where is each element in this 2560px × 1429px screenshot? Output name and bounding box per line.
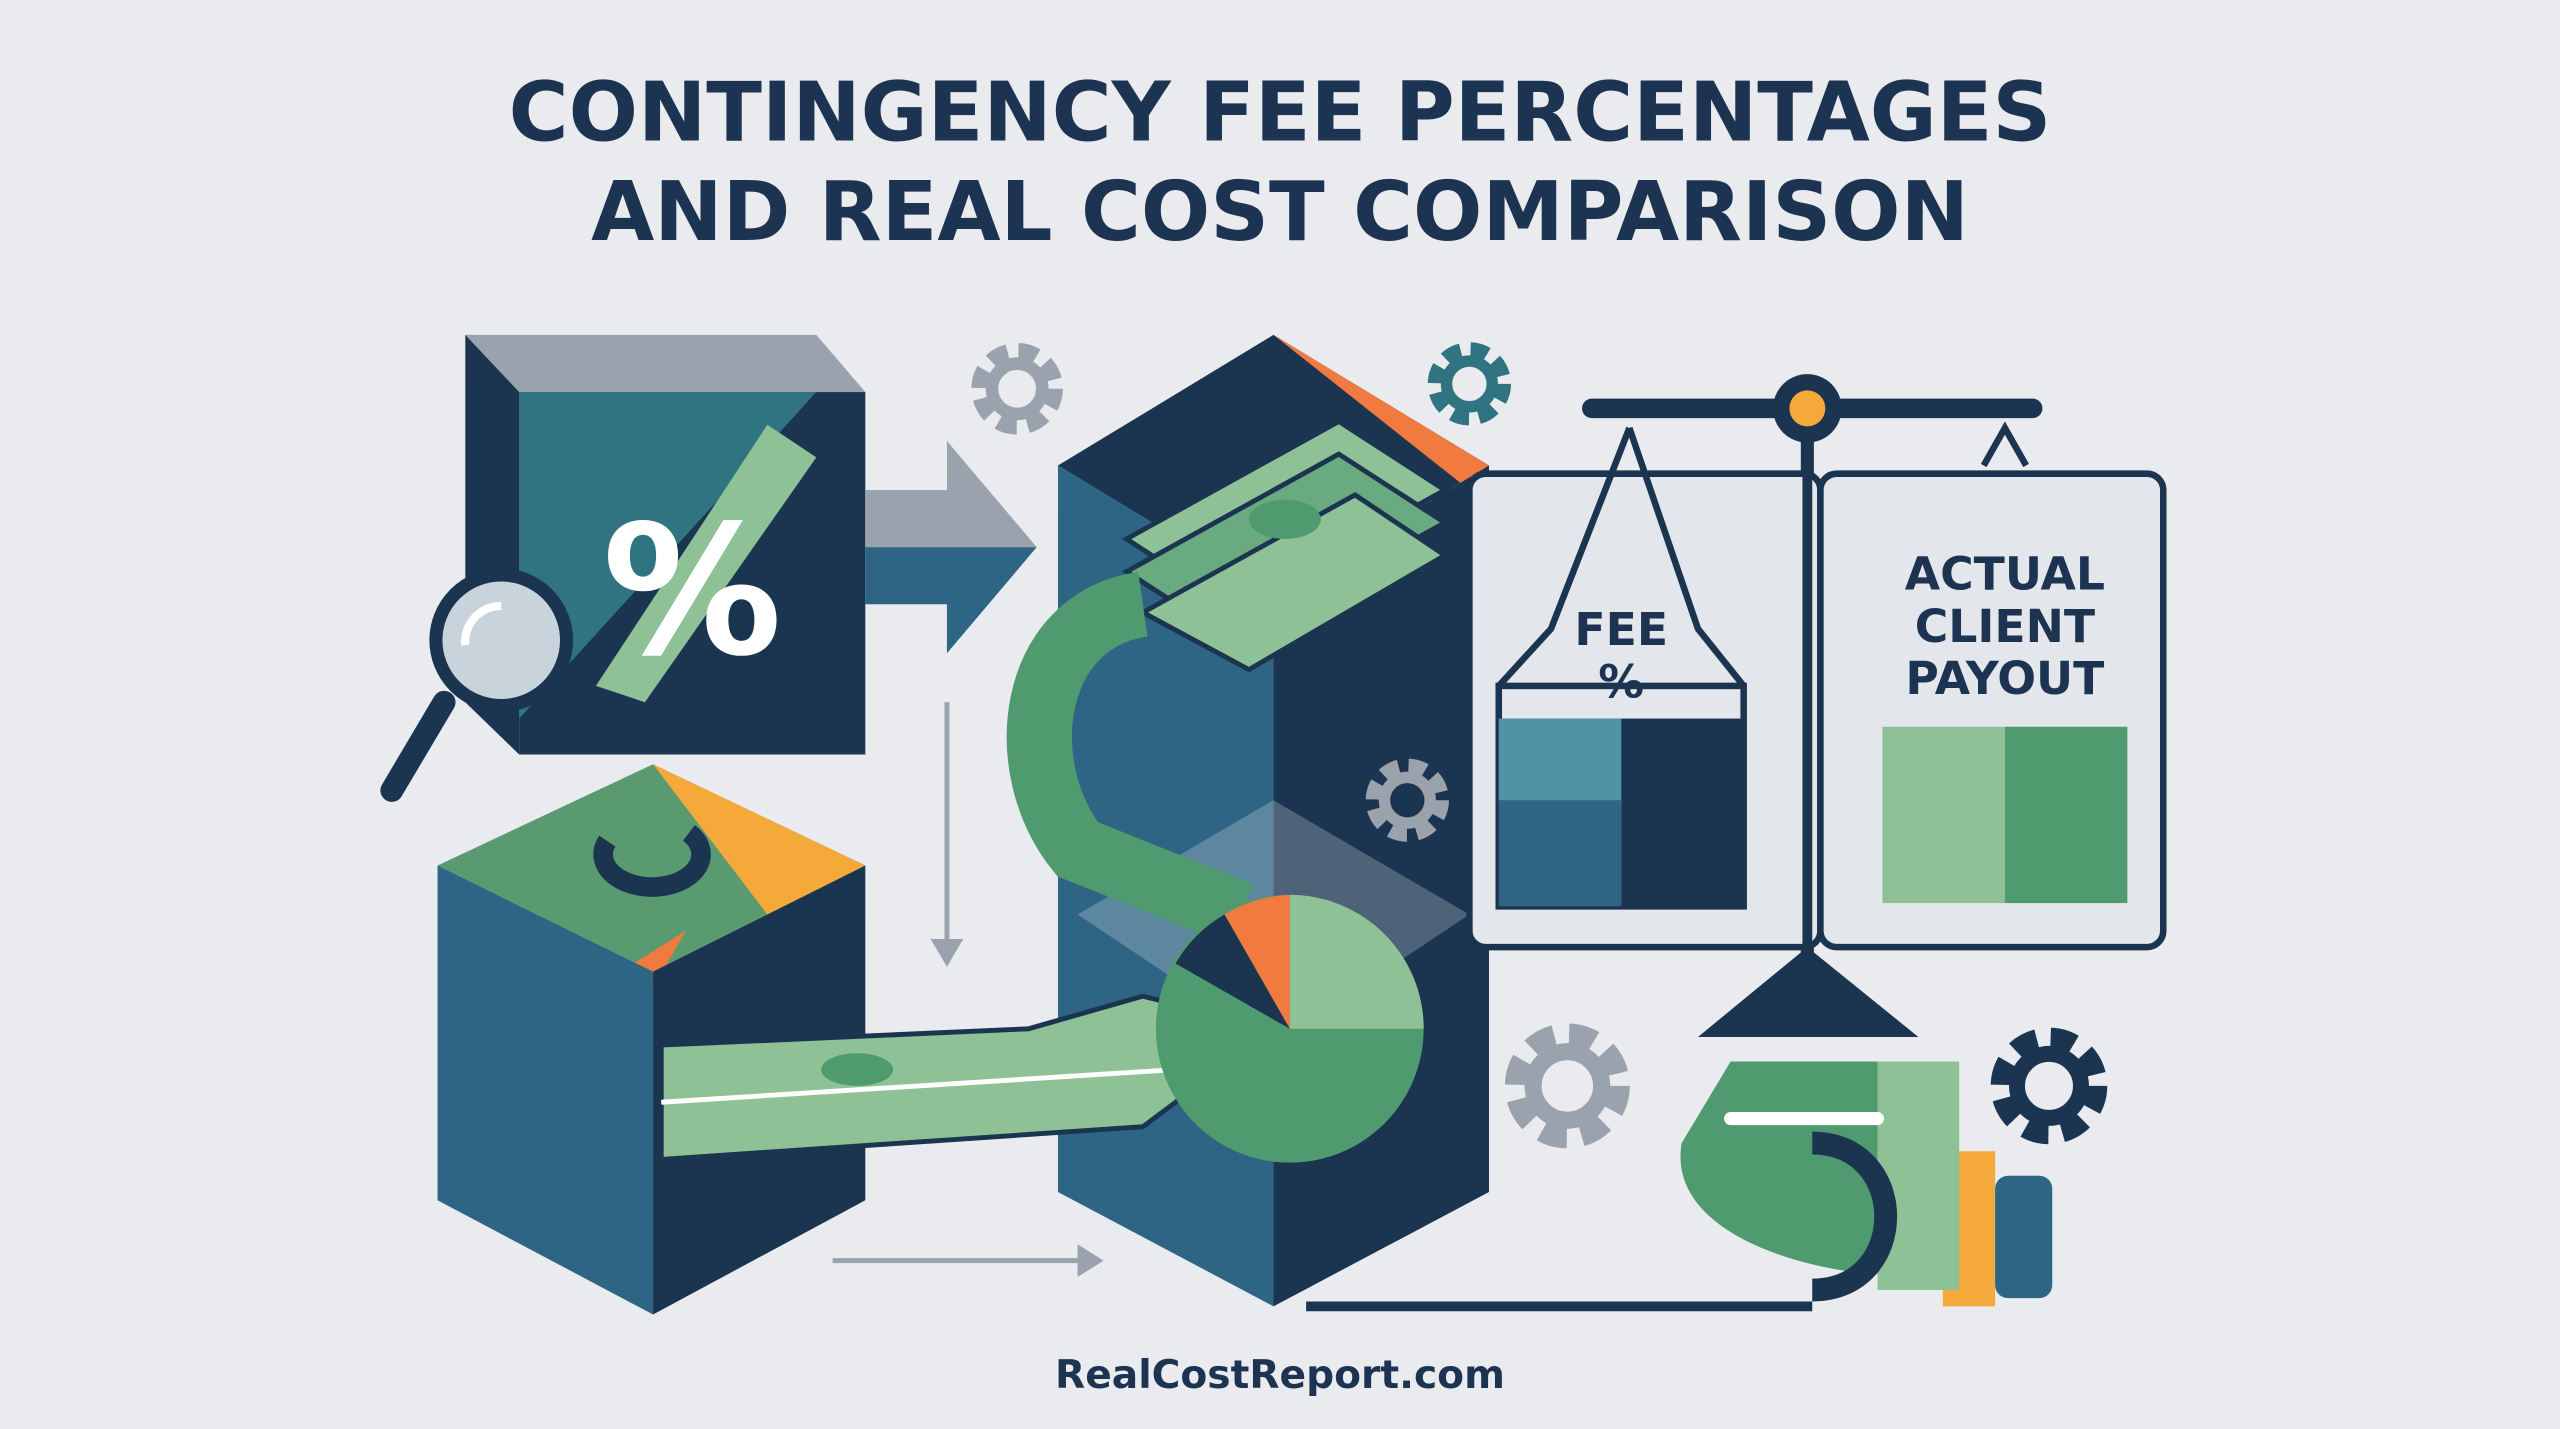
path-shape: [1224, 894, 1290, 1029]
percent-cube: %: [465, 334, 866, 755]
path-shape: [593, 825, 711, 897]
gear: [1365, 758, 1449, 842]
pie: [1155, 894, 1424, 1163]
scale: [1466, 374, 2167, 1037]
polygon-shape: [437, 865, 654, 1315]
title-line: AND REAL COST COMPARISON: [591, 165, 1969, 260]
gear-ring: [1440, 355, 1498, 413]
polygon-shape: [1697, 947, 1919, 1037]
ellipse-shape: [821, 1053, 894, 1086]
polygon-shape: [595, 424, 817, 703]
rect-shape: [1498, 718, 1622, 801]
scale-label: %: [1598, 655, 1644, 708]
gear: [971, 342, 1063, 435]
arrow-down-head: [930, 938, 964, 967]
path-shape: [1811, 1131, 1897, 1302]
gear-ring: [1378, 771, 1436, 829]
gear: [1504, 1023, 1630, 1149]
polygon-shape: [653, 764, 866, 915]
scale-label: PAYOUT: [1905, 652, 2104, 705]
wallet: [1680, 1061, 2053, 1307]
path-shape: [1289, 894, 1424, 1029]
polygon-shape: [1273, 334, 1489, 491]
polyline-shape: [1496, 426, 1633, 689]
gear-ring: [2008, 1045, 2089, 1126]
footer-site: RealCostReport.com: [1055, 1353, 1505, 1398]
percent-symbol: %: [602, 487, 782, 696]
gear-ring: [985, 357, 1049, 421]
circle-shape: [429, 568, 574, 713]
scale-label: CLIENT: [1915, 600, 2095, 653]
line-shape: [380, 690, 456, 802]
path-shape: [461, 601, 502, 646]
path-shape: [1175, 914, 1290, 1029]
gear: [1427, 342, 1512, 426]
title-line: CONTINGENCY FEE PERCENTAGES: [509, 66, 2052, 161]
scale-label: ACTUAL: [1905, 548, 2105, 601]
rect-shape: [1882, 726, 2005, 904]
polyline-shape: [1626, 426, 1747, 688]
rect-shape: [1995, 1175, 2053, 1299]
arrow-bottom-head: [1077, 1244, 1104, 1277]
line-shape: [661, 1067, 1176, 1105]
path-shape: [1877, 1061, 1960, 1291]
rect-shape: [1621, 718, 1744, 907]
arrow-right: [865, 441, 1037, 654]
gear: [1990, 1027, 2108, 1145]
polygon-shape: [465, 334, 866, 393]
money-ribbon: [1006, 571, 1253, 945]
polyline-shape: [1980, 421, 2029, 468]
polygon-shape: [865, 547, 1037, 654]
polygon-shape: [865, 441, 1037, 548]
ellipse-shape: [1248, 499, 1321, 539]
gears: [971, 342, 2108, 1149]
scale-label: FEE: [1574, 603, 1668, 656]
gear-ring: [1524, 1043, 1611, 1129]
circle-shape: [1789, 390, 1826, 427]
money-stack: [1121, 418, 1450, 673]
magnifier: [380, 568, 574, 802]
rect-shape: [2004, 726, 2128, 904]
